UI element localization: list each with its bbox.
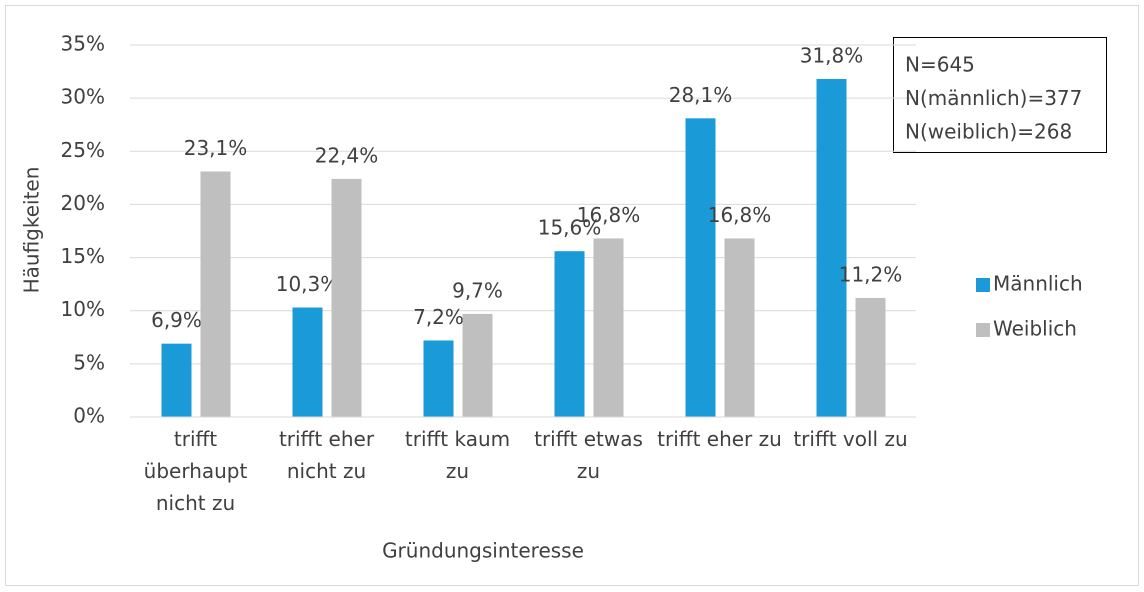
annotation: N=645 xyxy=(905,53,975,77)
x-tick-label-box: trifft eher nicht zu xyxy=(278,427,375,483)
y-axis-title: Häufigkeiten xyxy=(20,167,44,294)
x-axis-title: Gründungsinteresse xyxy=(382,539,584,563)
x-tick-label: trifft voll zu xyxy=(793,427,908,451)
data-label: 11,2% xyxy=(839,262,903,286)
x-tick-label-box: trifft voll zu xyxy=(793,427,908,451)
annotation: N(männlich)=377 xyxy=(905,86,1082,110)
x-tick-label-box: trifft kaum zu xyxy=(404,427,511,483)
x-tick-label: trifft etwas zu xyxy=(534,427,643,483)
data-label: 10,3% xyxy=(276,272,340,296)
data-label: 22,4% xyxy=(315,143,379,167)
x-tick-label-box: trifft eher zu xyxy=(657,427,782,451)
legend-swatch xyxy=(976,323,990,337)
data-label: 23,1% xyxy=(184,136,248,160)
bar xyxy=(724,238,755,417)
data-label: 31,8% xyxy=(800,44,864,68)
data-label: 15,6% xyxy=(538,216,602,240)
data-label: 9,7% xyxy=(452,278,503,302)
legend-swatch xyxy=(976,278,990,292)
data-label: 28,1% xyxy=(669,83,733,107)
y-tick-label: 20% xyxy=(61,191,105,215)
bar xyxy=(816,79,847,418)
data-label: 7,2% xyxy=(413,305,464,329)
bar xyxy=(593,238,624,417)
y-tick-label: 35% xyxy=(61,32,105,56)
y-tick-label: 25% xyxy=(61,138,105,162)
y-tick-label: 5% xyxy=(73,350,105,374)
y-tick-label: 30% xyxy=(61,85,105,109)
bar xyxy=(423,340,454,417)
bar xyxy=(292,307,323,417)
x-tick-label: trifft kaum zu xyxy=(404,427,511,483)
bar xyxy=(161,343,192,417)
bar xyxy=(200,171,231,417)
data-label: 16,8% xyxy=(577,203,641,227)
legend-label: Männlich xyxy=(993,272,1083,296)
bar xyxy=(554,251,585,417)
x-tick-label: trifft eher zu xyxy=(657,427,782,451)
legend-label: Weiblich xyxy=(993,317,1077,341)
x-tick-label: trifft eher nicht zu xyxy=(278,427,375,483)
annotation-box xyxy=(893,37,1107,153)
y-tick-label: 0% xyxy=(73,404,105,428)
y-tick-label: 15% xyxy=(61,244,105,268)
y-tick-label: 10% xyxy=(61,297,105,321)
x-tick-label-box: trifft etwas zu xyxy=(534,427,643,483)
x-tick-label-box: trifft überhaupt nicht zu xyxy=(143,427,248,515)
bar xyxy=(462,313,493,417)
bar xyxy=(855,297,886,417)
data-label: 6,9% xyxy=(151,308,202,332)
x-tick-label: trifft überhaupt nicht zu xyxy=(143,427,248,515)
bar xyxy=(685,118,716,417)
data-label: 16,8% xyxy=(708,203,772,227)
bar xyxy=(331,178,362,417)
annotation: N(weiblich)=268 xyxy=(905,120,1072,144)
